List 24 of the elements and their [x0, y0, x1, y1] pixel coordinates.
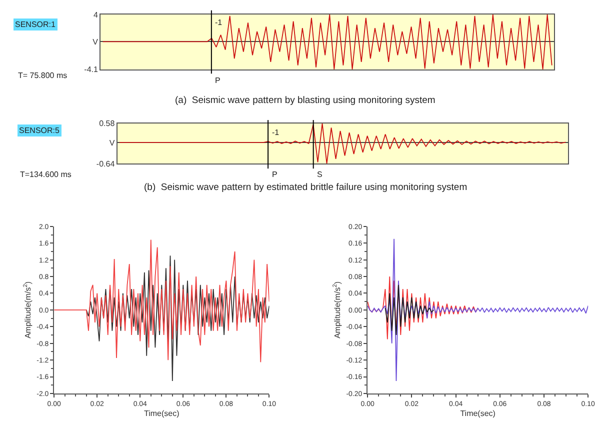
text: S: [317, 170, 322, 179]
text: (b) Seismic wave pattern by estimated brittle failure using monitoring system: [144, 182, 468, 193]
text: (a) Seismic wave pattern by blasting using monitoring system: [175, 95, 436, 106]
y-tick-label: -4.1: [84, 65, 99, 74]
text: T= 75.800 ms: [18, 71, 68, 80]
line-series: [384, 284, 434, 336]
annotation: -1: [215, 18, 223, 27]
text: P: [215, 76, 220, 85]
text: SENSOR:5: [19, 126, 60, 135]
y-tick-label: V: [109, 138, 116, 148]
x-axis-title: Time(sec): [144, 409, 180, 418]
x-axis-title: Time(sec): [460, 409, 496, 418]
line-series: [54, 239, 270, 363]
text: SENSOR:1: [15, 20, 56, 29]
line-series: [102, 14, 552, 70]
text: P: [272, 170, 278, 179]
y-tick-label: -0.64: [96, 159, 116, 168]
y-tick-label: V: [92, 37, 99, 46]
text: T=134.600 ms: [20, 170, 72, 179]
line-series: [368, 238, 588, 382]
line-series: [119, 123, 566, 164]
annotation: -1: [272, 128, 280, 137]
y-tick-label: 4: [94, 10, 99, 20]
y-tick-label: 0.58: [99, 119, 116, 128]
